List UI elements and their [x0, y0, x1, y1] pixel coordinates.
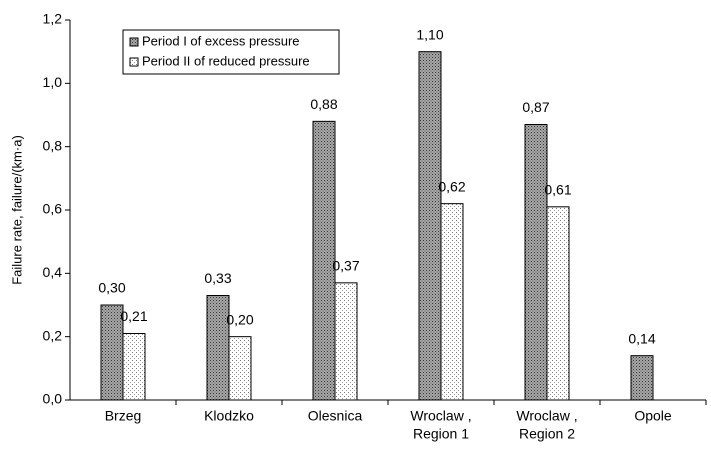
value-label: 0,33: [204, 270, 231, 286]
bar-texture: [440, 203, 464, 401]
x-tick-label: Wroclaw ,: [516, 408, 577, 424]
y-tick-label: 1,2: [43, 11, 63, 27]
value-label: 0,61: [544, 182, 571, 198]
y-tick-label: 1,0: [43, 74, 63, 90]
value-label: 1,10: [416, 26, 443, 42]
legend-label: Period I of excess pressure: [142, 33, 300, 48]
legend-label: Period II of reduced pressure: [142, 53, 310, 68]
value-label: 0,88: [310, 96, 337, 112]
bar-texture: [334, 282, 358, 401]
y-tick-label: 0,0: [43, 391, 63, 407]
bar-texture: [228, 336, 252, 401]
value-label: 0,30: [98, 280, 125, 296]
bar-texture: [312, 120, 336, 401]
x-tick-label: Brzeg: [105, 408, 142, 424]
bar-texture: [418, 51, 442, 401]
value-label: 0,62: [438, 178, 465, 194]
x-tick-label: Region 2: [519, 426, 575, 442]
value-label: 0,14: [628, 330, 655, 346]
bar-texture: [630, 355, 654, 401]
legend-swatch-texture: [129, 57, 139, 67]
y-tick-label: 0,6: [43, 201, 63, 217]
y-tick-label: 0,2: [43, 327, 63, 343]
x-tick-label: Olesnica: [308, 408, 363, 424]
legend-swatch-texture: [129, 37, 139, 47]
value-label: 0,87: [522, 99, 549, 115]
x-tick-label: Wroclaw ,: [410, 408, 471, 424]
y-tick-label: 0,8: [43, 137, 63, 153]
value-label: 0,37: [332, 258, 359, 274]
legend-box: [122, 29, 340, 75]
x-tick-label: Opole: [634, 408, 672, 424]
y-axis-label: Failure rate, failure/(km·a): [9, 135, 24, 285]
y-tick-label: 0,4: [43, 264, 63, 280]
bar-texture: [546, 206, 570, 401]
bar-texture: [524, 124, 548, 401]
value-label: 0,21: [120, 308, 147, 324]
x-tick-label: Klodzko: [204, 408, 254, 424]
value-label: 0,20: [226, 311, 253, 327]
x-tick-label: Region 1: [413, 426, 469, 442]
bar-texture: [122, 333, 146, 401]
